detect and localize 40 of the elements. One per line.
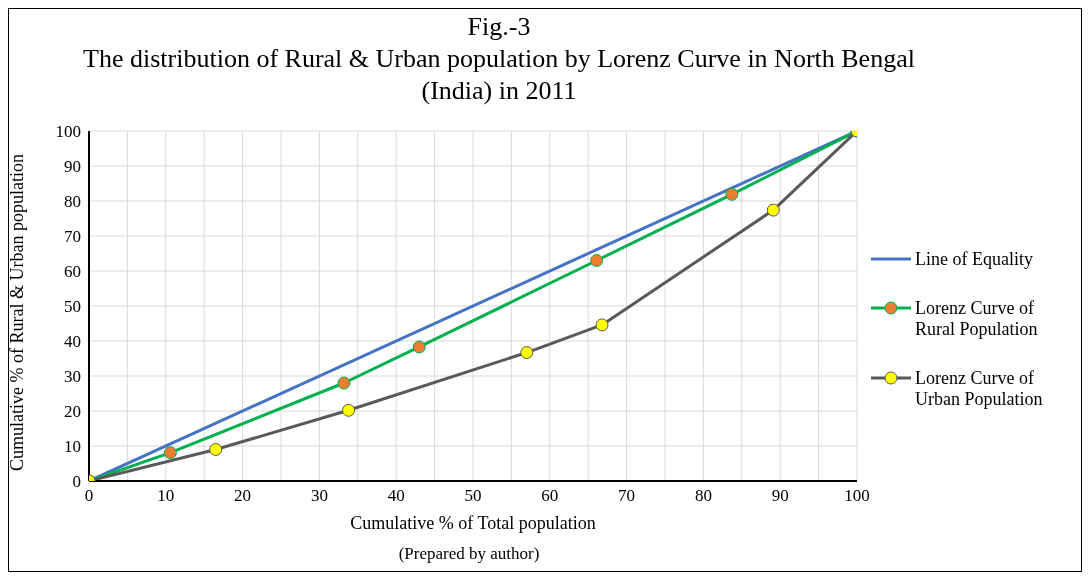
point — [590, 254, 604, 267]
y-tick-label: 30 — [64, 367, 81, 387]
y-tick-label: 10 — [64, 437, 81, 457]
x-tick-label: 60 — [541, 486, 559, 506]
y-axis-title: Cumulative % of Rural & Urban population — [7, 154, 28, 471]
y-tick-label: 20 — [64, 402, 81, 422]
x-tick-label: 80 — [694, 486, 712, 506]
text: (Prepared by author) — [397, 544, 541, 564]
x-tick-label: 30 — [310, 486, 328, 506]
point — [725, 187, 739, 201]
y-tick-label: 0 — [72, 472, 81, 492]
legend-label: Lorenz Curve of Rural Population — [915, 298, 1039, 340]
x-tick-label: 40 — [387, 486, 405, 506]
y-tick-label: 50 — [64, 297, 81, 317]
y-tick-label: 60 — [64, 262, 81, 282]
chart-subtitle: The distribution of Rural & Urban population by Lorenz Curve in North Bengal (India) in 2011 — [82, 43, 916, 107]
y-tick-label: 80 — [64, 192, 81, 212]
chart-title: Fig.-3 — [466, 11, 532, 43]
x-tick-label: 10 — [157, 486, 175, 506]
point — [163, 446, 177, 460]
y-tick-label: 100 — [55, 122, 81, 142]
legend-label: Line of Equality — [915, 249, 1033, 270]
x-tick-label: 20 — [234, 486, 252, 506]
legend-label: Lorenz Curve of Urban Population — [915, 368, 1044, 410]
x-axis-title: Cumulative % of Total population — [350, 513, 596, 533]
x-tick-label: 90 — [771, 486, 789, 506]
x-tick-label: 50 — [464, 486, 482, 506]
point — [520, 346, 534, 360]
point — [766, 203, 780, 217]
x-tick-label: 70 — [618, 486, 636, 506]
y-tick-label: 70 — [64, 227, 81, 247]
point — [595, 318, 609, 332]
point — [342, 403, 356, 417]
point — [337, 376, 351, 390]
x-tick-label: 0 — [84, 486, 94, 506]
y-tick-label: 40 — [64, 332, 81, 352]
y-tick-label: 90 — [64, 157, 81, 177]
point — [412, 340, 426, 354]
x-tick-label: 100 — [844, 486, 870, 506]
point — [209, 443, 223, 456]
